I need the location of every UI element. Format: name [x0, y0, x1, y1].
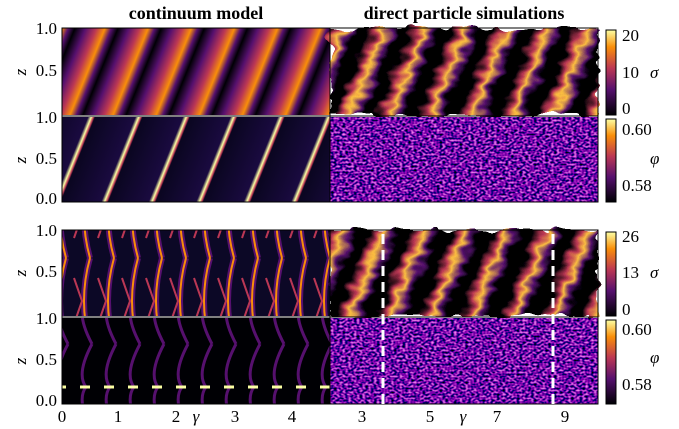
colorbars: 20 10 0 σ 0.60 0.58 φ 26 13 0 σ 0.60 0.5… — [605, 26, 659, 405]
heatmap — [330, 117, 598, 202]
x-tick-label: 4 — [288, 407, 297, 426]
colorbar-tick: 0.58 — [622, 176, 652, 195]
colorbar — [605, 231, 617, 317]
y-tick-label: 0.0 — [36, 391, 57, 410]
x-axis-label: γ — [193, 407, 201, 426]
y-tick-label: 0.5 — [36, 149, 57, 168]
colorbar-tick: 10 — [622, 63, 639, 82]
x-tick-label: 0 — [58, 407, 67, 426]
colorbar-tick: 0.60 — [622, 120, 652, 139]
heatmap — [330, 28, 598, 115]
x-tick-label: 2 — [172, 407, 181, 426]
colorbar-tick: 13 — [622, 263, 639, 282]
heatmap — [330, 318, 598, 404]
colorbar-label: φ — [650, 348, 659, 367]
colorbar-tick: 0.60 — [622, 320, 652, 339]
y-tick-label: 0.5 — [36, 262, 57, 281]
colorbar-label: σ — [650, 263, 659, 282]
colorbar — [605, 118, 617, 203]
heatmap — [62, 28, 330, 115]
x-axis-label: γ — [460, 407, 468, 426]
x-tick-label: 1 — [114, 407, 123, 426]
y-label: z — [11, 156, 30, 164]
colorbar-tick: 20 — [622, 26, 639, 45]
colorbar-label: φ — [650, 149, 659, 168]
y-label: z — [11, 68, 30, 76]
x-tick-label: 5 — [426, 407, 435, 426]
x-tick-label: 3 — [358, 407, 367, 426]
colorbar — [605, 29, 617, 116]
x-tick-label: 3 — [231, 407, 240, 426]
heatmap — [330, 230, 598, 316]
y-tick-label: 1.0 — [36, 19, 57, 38]
x-tick-label: 7 — [493, 407, 502, 426]
colorbar-tick: 26 — [622, 227, 639, 246]
y-tick-label: 0.0 — [36, 189, 57, 208]
y-label: z — [11, 357, 30, 365]
heatmap — [62, 230, 330, 316]
y-tick-label: 0.5 — [36, 61, 57, 80]
x-tick-label: 9 — [561, 407, 570, 426]
y-tick-label: 1.0 — [36, 309, 57, 328]
left-title: continuum model — [129, 3, 264, 23]
y-tick-label: 0.5 — [36, 350, 57, 369]
y-tick-label: 1.0 — [36, 221, 57, 240]
colorbar-label: σ — [650, 63, 659, 82]
colorbar-tick: 0 — [622, 99, 631, 118]
colorbar-tick: 0 — [622, 300, 631, 319]
heatmap — [62, 318, 330, 404]
colorbar-tick: 0.58 — [622, 375, 652, 394]
x-ticks: 0 1 2 γ 3 4 3 5 γ 7 9 — [58, 407, 570, 426]
heatmap — [62, 117, 330, 202]
y-label: z — [11, 269, 30, 277]
y-ticks: 1.0 0.5 1.0 0.5 0.0 1.0 0.5 1.0 0.5 0.0 — [36, 19, 57, 410]
colorbar — [605, 319, 617, 405]
y-axis-labels: z z z z — [11, 68, 30, 365]
right-title: direct particle simulations — [364, 3, 565, 23]
y-tick-label: 1.0 — [36, 108, 57, 127]
